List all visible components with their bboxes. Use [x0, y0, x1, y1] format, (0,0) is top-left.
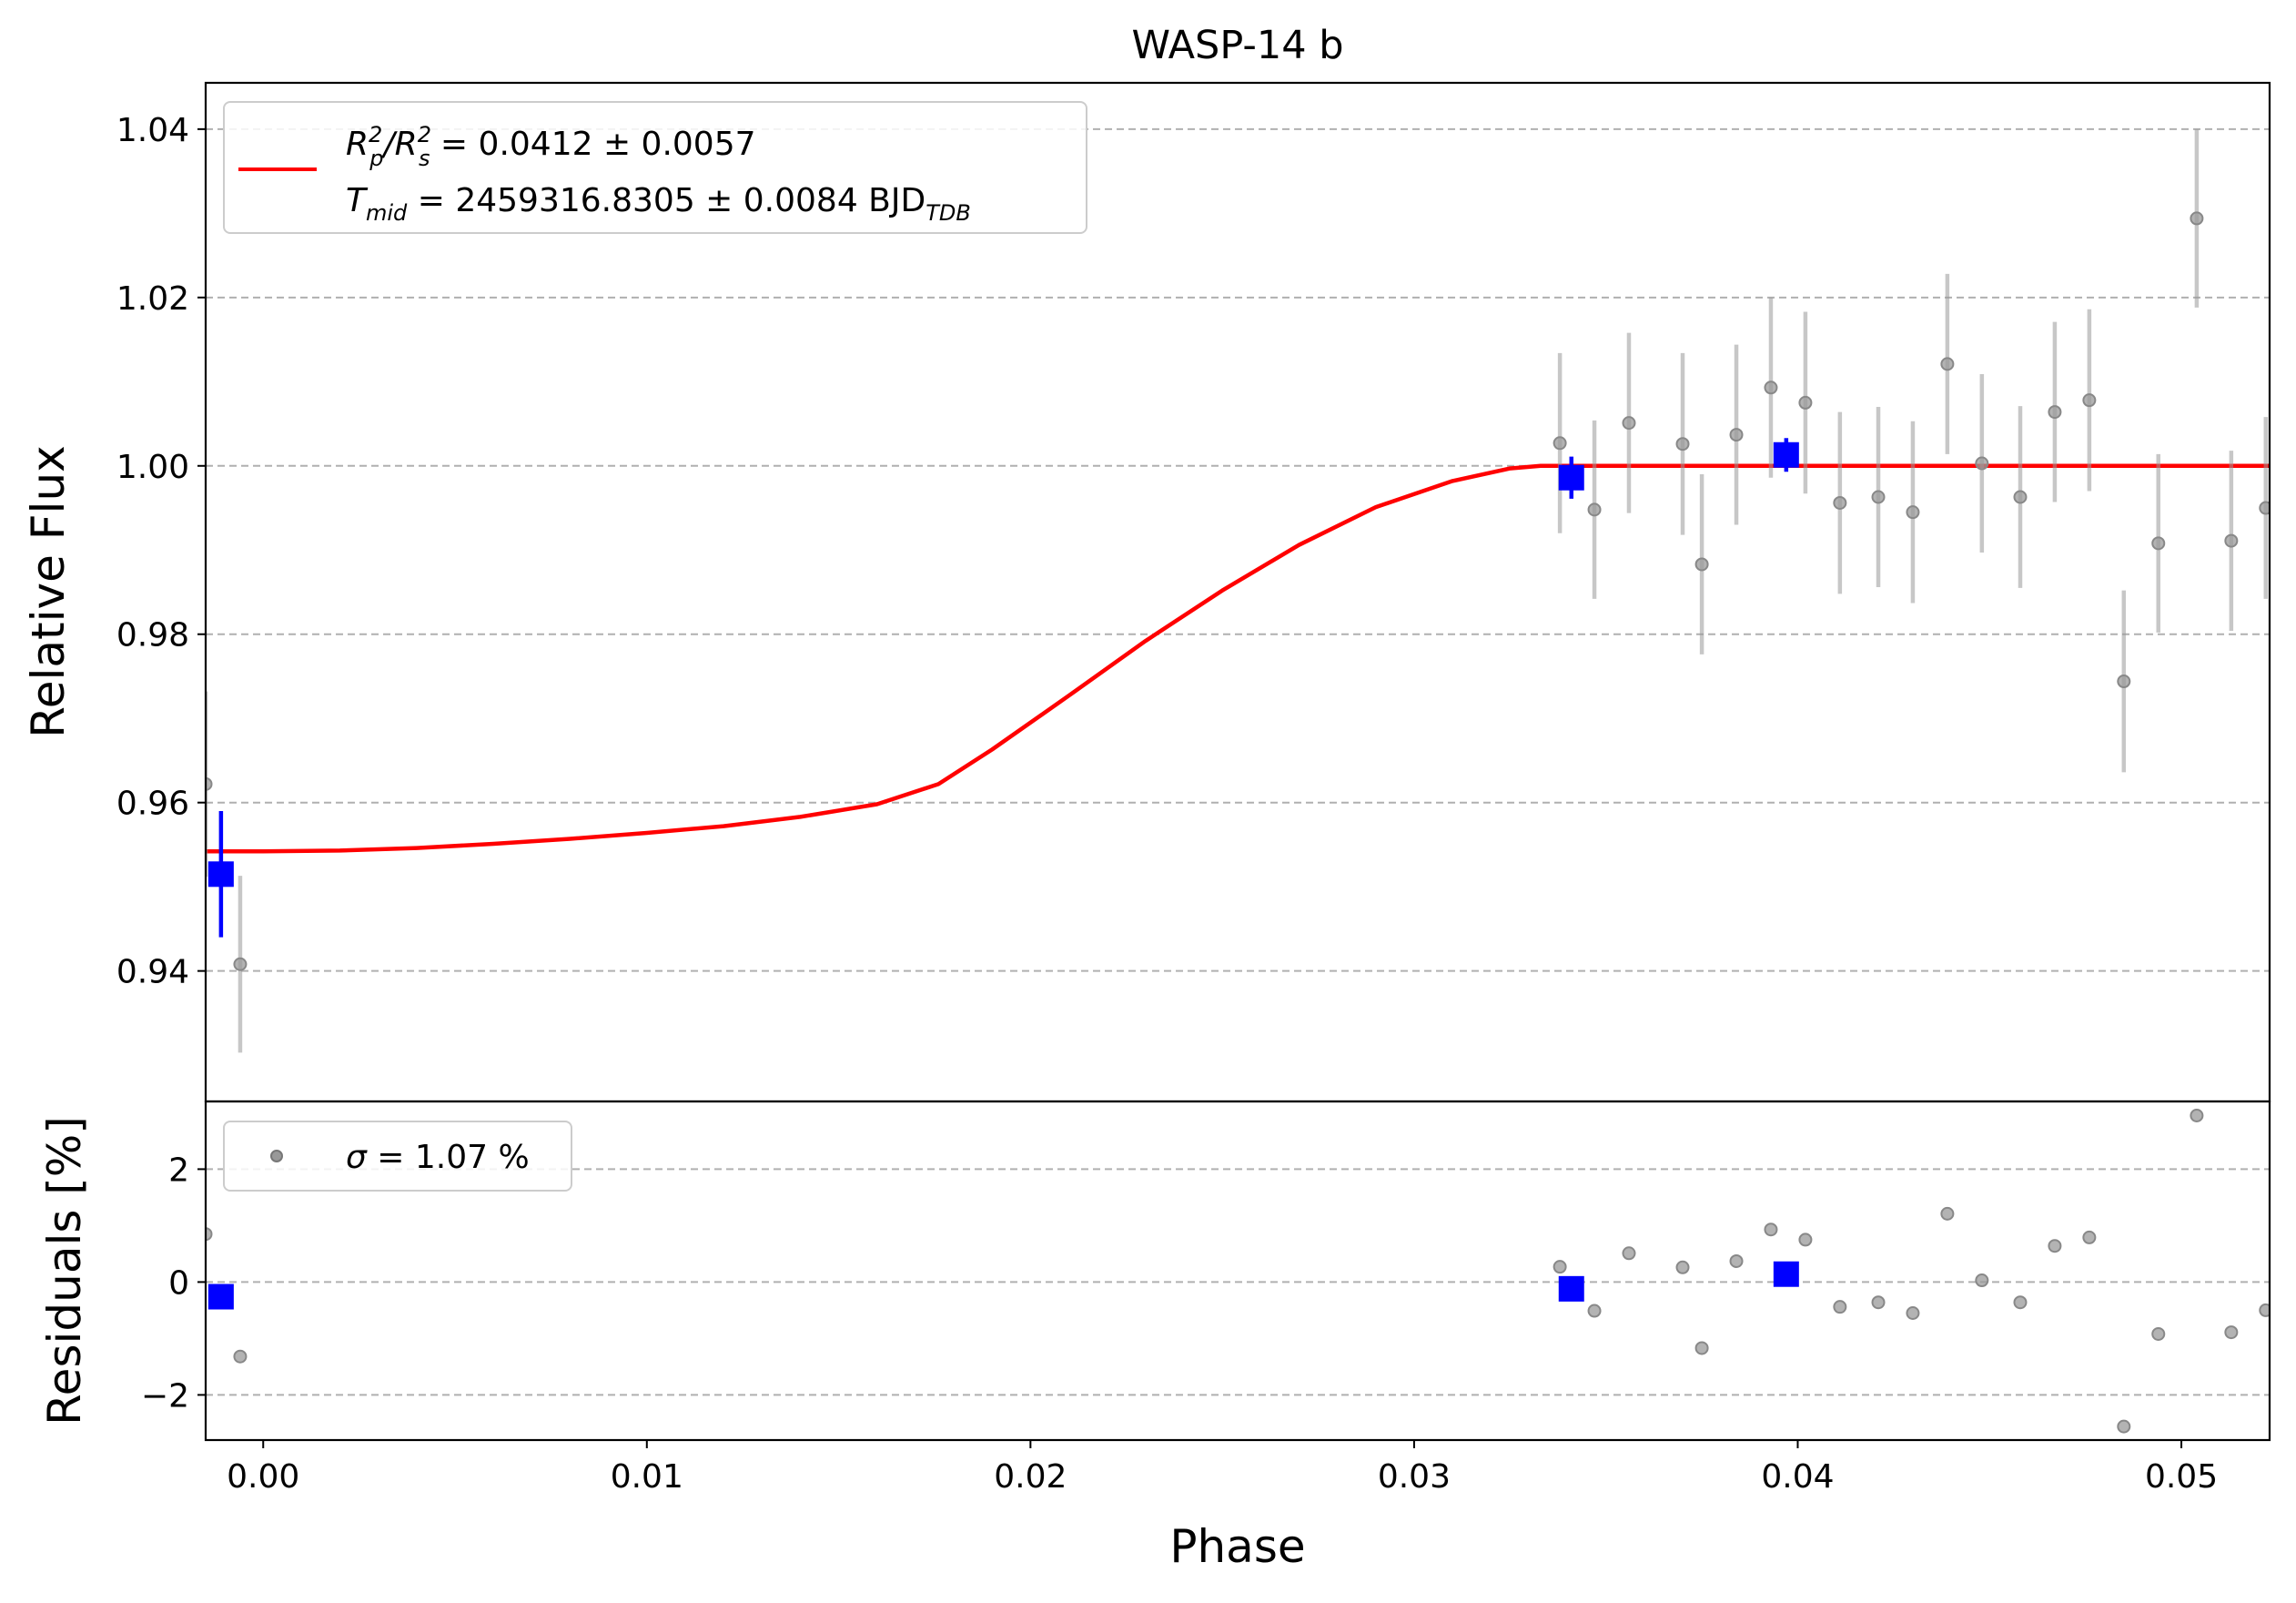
- x-tick-label: 0.04: [1761, 1458, 1834, 1496]
- residual-point: [1833, 1300, 1847, 1314]
- legend-tmid-entry: Tmid = 2459316.8305 ± 0.0084 BJDTDB: [346, 182, 971, 226]
- residual-point: [233, 1349, 248, 1364]
- residual-point: [2224, 1325, 2239, 1340]
- residual-point: [1694, 1341, 1709, 1355]
- binned-point: [207, 861, 234, 888]
- residual-binned-point: [1558, 1275, 1584, 1302]
- unbinned-point: [1675, 437, 1690, 451]
- residual-point: [2117, 1419, 2131, 1434]
- binned-point: [1558, 464, 1584, 491]
- unbinned-point: [1694, 557, 1709, 572]
- main-y-tick-label: 0.98: [116, 617, 189, 654]
- x-tick-label: 0.03: [1378, 1458, 1451, 1496]
- residual-point: [1729, 1253, 1744, 1268]
- residual-point: [1587, 1304, 1602, 1318]
- legend-residual-marker: [270, 1150, 283, 1162]
- unbinned-point: [1764, 380, 1778, 395]
- main-y-tick-label: 1.02: [116, 280, 189, 318]
- residual-binned-layer: [207, 1261, 1799, 1310]
- residual-y-tick-label: 2: [168, 1152, 189, 1189]
- unbinned-point: [1587, 502, 1602, 517]
- unbinned-point: [1622, 416, 1636, 431]
- residual-legend: σ = 1.07 %: [223, 1121, 572, 1192]
- residual-binned-point: [207, 1283, 234, 1310]
- residual-y-ticks: −2 0 2: [141, 1152, 206, 1415]
- unbinned-point: [2117, 675, 2131, 689]
- x-axis-label: Phase: [1169, 1520, 1305, 1573]
- main-y-tick-label: 1.00: [116, 449, 189, 486]
- x-tick-label: 0.02: [994, 1458, 1067, 1496]
- residual-point: [2190, 1109, 2204, 1122]
- main-legend: R2 p/R2 s = 0.0412 ± 0.0057 Tmid = 2459316…: [223, 101, 1087, 234]
- unbinned-point: [1553, 436, 1567, 451]
- residual-axes-frame: [204, 1100, 2271, 1442]
- model-curve: [206, 463, 2270, 854]
- unbinned-point: [1833, 495, 1847, 510]
- residual-y-tick-label: 0: [168, 1264, 189, 1302]
- residual-point: [1871, 1295, 1886, 1310]
- main-y-ticks: 0.94 0.96 0.98 1.00 1.02 1.04: [116, 112, 206, 991]
- main-y-tick-label: 1.04: [116, 112, 189, 149]
- residual-point: [1622, 1246, 1636, 1261]
- binned-point: [1773, 441, 1799, 468]
- unbinned-point: [233, 957, 248, 971]
- unbinned-point: [2259, 501, 2270, 515]
- legend-sigma-entry: σ = 1.07 %: [346, 1139, 530, 1176]
- main-panel: 0.94 0.96 0.98 1.00 1.02 1.04 Relative Flux R…: [22, 81, 2271, 1103]
- x-tick-label: 0.00: [227, 1458, 299, 1496]
- residual-point: [2151, 1326, 2166, 1341]
- legend-rp-rs-entry: R2 p/R2 s = 0.0412 ± 0.0057: [346, 122, 756, 171]
- unbinned-point: [2190, 211, 2204, 226]
- x-tick-label: 0.05: [2145, 1458, 2218, 1496]
- y-axis-label-residuals: Residuals [%]: [38, 1116, 91, 1425]
- residual-panel: −2 0 2 0.00 0.01 0.02 0.03 0.04 0.05 Residuals …: [38, 1100, 2271, 1573]
- residual-point: [1975, 1273, 1989, 1288]
- residual-point: [2048, 1239, 2062, 1253]
- residual-point: [1553, 1260, 1567, 1274]
- residual-unbinned-layer: [206, 1109, 2270, 1434]
- residual-point: [1940, 1206, 1955, 1221]
- unbinned-point: [1940, 357, 1955, 371]
- unbinned-point: [1906, 505, 1920, 520]
- model-curve-layer: [206, 463, 2270, 854]
- unbinned-point: [2013, 490, 2028, 504]
- chart-title: WASP-14 b: [1131, 23, 1343, 68]
- unbinned-point: [2151, 536, 2166, 551]
- unbinned-point: [1729, 428, 1744, 442]
- unbinned-point: [206, 776, 213, 791]
- binned-points-layer: [207, 438, 1799, 938]
- residual-binned-point: [1773, 1261, 1799, 1287]
- unbinned-point: [1975, 456, 1989, 471]
- residual-point: [2013, 1295, 2028, 1310]
- residual-y-tick-label: −2: [141, 1377, 189, 1415]
- unbinned-point: [2224, 533, 2239, 548]
- residual-point: [1906, 1306, 1920, 1320]
- unbinned-point: [1798, 395, 1813, 410]
- unbinned-point: [1871, 490, 1886, 504]
- residual-point: [2259, 1303, 2270, 1317]
- main-y-tick-label: 0.96: [116, 786, 189, 823]
- residual-point: [1675, 1260, 1690, 1274]
- unbinned-points-layer: [206, 128, 2270, 1053]
- residual-point: [2082, 1230, 2097, 1244]
- x-tick-label: 0.01: [611, 1458, 683, 1496]
- y-axis-label-main: Relative Flux: [22, 445, 75, 737]
- main-y-tick-label: 0.94: [116, 954, 189, 991]
- x-ticks: 0.00 0.01 0.02 0.03 0.04 0.05: [227, 1440, 2218, 1496]
- residual-point: [1764, 1223, 1778, 1237]
- residual-point: [1798, 1233, 1813, 1247]
- residual-point: [206, 1227, 213, 1242]
- unbinned-point: [2082, 393, 2097, 408]
- unbinned-point: [2048, 405, 2062, 420]
